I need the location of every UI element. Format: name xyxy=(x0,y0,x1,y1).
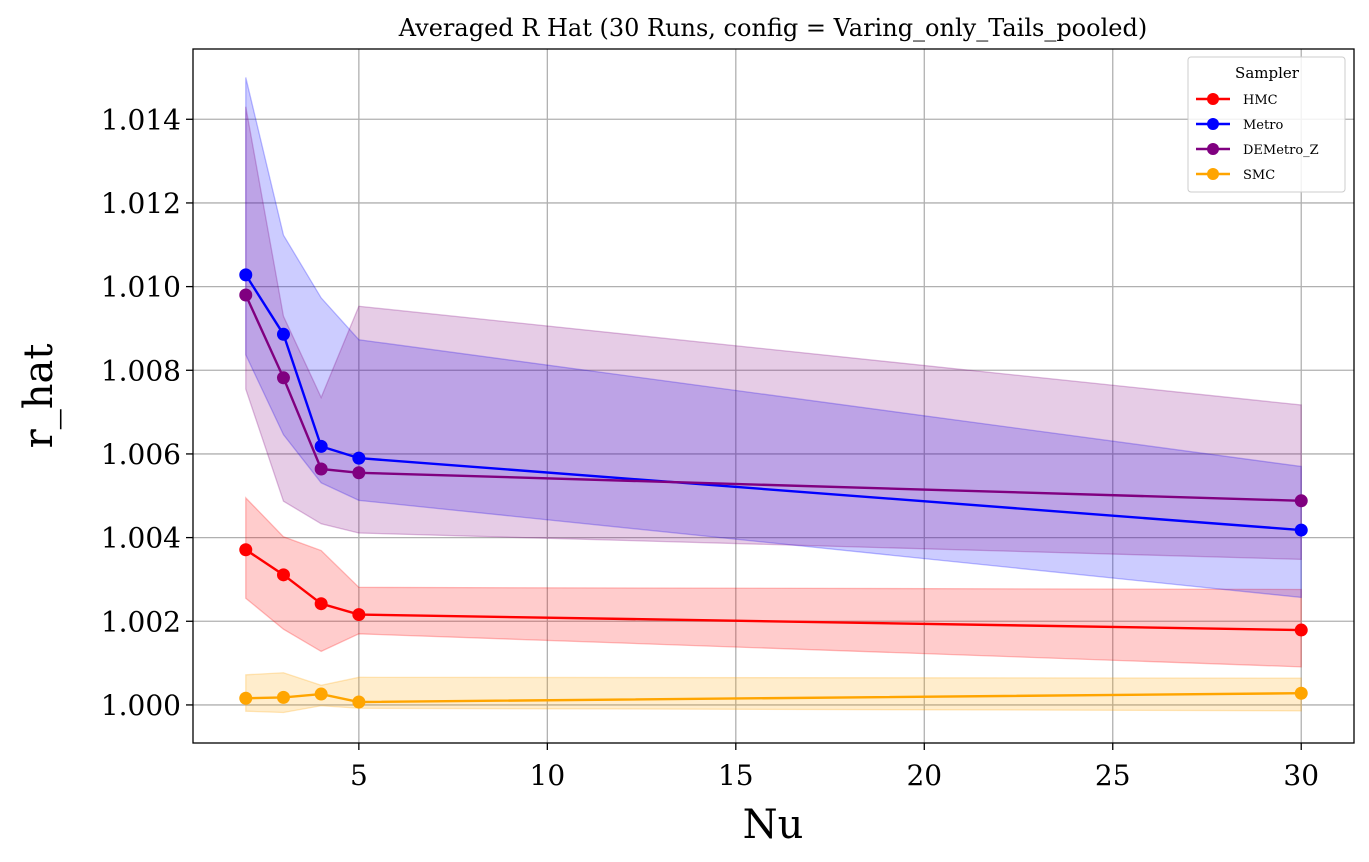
x-axis-ticks: 5 10 15 20 25 30 xyxy=(350,743,1319,792)
metro-band xyxy=(245,77,1302,599)
y-tick-label: 1.012 xyxy=(101,187,181,220)
legend-title: Sampler xyxy=(1235,64,1300,82)
hmc-point xyxy=(1294,623,1308,637)
y-axis-ticks: 1.000 1.002 1.004 1.006 1.008 1.010 1.012 1.014 xyxy=(101,103,193,722)
demetro-z-legend-label: DEMetro_Z xyxy=(1243,143,1319,158)
metro-point xyxy=(239,268,253,282)
smc-legend-label: SMC xyxy=(1243,168,1275,183)
x-axis-label: Nu xyxy=(743,802,804,848)
x-tick-label: 5 xyxy=(350,759,368,792)
y-tick-label: 1.014 xyxy=(101,103,181,136)
demetro-z-legend-marker xyxy=(1207,143,1219,155)
y-tick-label: 1.002 xyxy=(101,605,181,638)
x-tick-label: 25 xyxy=(1095,759,1131,792)
metro-point xyxy=(314,439,328,453)
demetro-z-point xyxy=(314,462,328,476)
demetro-z-point xyxy=(239,288,253,302)
smc-point xyxy=(352,695,366,709)
hmc-point xyxy=(276,568,290,582)
legend: Sampler HMC Metro DEMetro_Z SMC xyxy=(1187,56,1346,193)
smc-point xyxy=(1294,686,1308,700)
y-tick-label: 1.010 xyxy=(101,271,181,304)
demetro-z-band xyxy=(245,106,1302,561)
hmc-point xyxy=(239,543,253,557)
metro-point xyxy=(1294,523,1308,537)
y-tick-label: 1.000 xyxy=(101,689,181,722)
x-tick-label: 30 xyxy=(1283,759,1319,792)
hmc-legend-marker xyxy=(1207,93,1219,105)
y-tick-label: 1.004 xyxy=(101,522,181,555)
smc-band xyxy=(245,672,1302,714)
smc-point xyxy=(239,691,253,705)
metro-legend-marker xyxy=(1207,118,1219,130)
y-axis-label: r_hat xyxy=(16,344,62,449)
hmc-point xyxy=(314,597,328,611)
legend-items: HMC Metro DEMetro_Z SMC xyxy=(1196,93,1319,183)
demetro-z-point xyxy=(276,371,290,385)
hmc-legend-label: HMC xyxy=(1243,93,1278,108)
y-tick-label: 1.008 xyxy=(101,354,181,387)
legend-box xyxy=(1187,56,1346,193)
metro-point xyxy=(276,327,290,341)
metro-legend-label: Metro xyxy=(1243,118,1283,133)
hmc-point xyxy=(352,608,366,622)
y-tick-label: 1.006 xyxy=(101,438,181,471)
x-tick-label: 20 xyxy=(906,759,942,792)
x-tick-label: 10 xyxy=(530,759,566,792)
grid-lines xyxy=(193,49,1354,743)
chart-title: Averaged R Hat (30 Runs, config = Varing… xyxy=(398,14,1147,42)
demetro-z-point xyxy=(352,466,366,480)
smc-legend-marker xyxy=(1207,168,1219,180)
demetro-z-point xyxy=(1294,494,1308,508)
x-tick-label: 15 xyxy=(718,759,754,792)
smc-point xyxy=(314,687,328,701)
plot-frame xyxy=(192,48,1355,744)
series-points xyxy=(239,268,1308,709)
metro-point xyxy=(352,451,366,465)
smc-point xyxy=(276,690,290,704)
